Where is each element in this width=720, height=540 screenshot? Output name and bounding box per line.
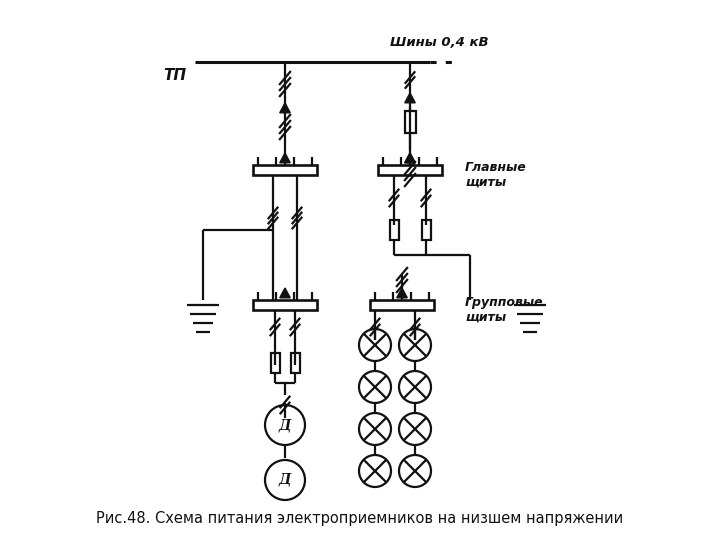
Circle shape (265, 460, 305, 500)
Circle shape (359, 455, 391, 487)
Text: Рис.48. Схема питания электроприемников на низшем напряжении: Рис.48. Схема питания электроприемников … (96, 510, 624, 525)
Circle shape (399, 455, 431, 487)
Circle shape (359, 413, 391, 445)
Polygon shape (280, 288, 290, 298)
Text: ТП: ТП (163, 68, 186, 83)
Bar (405, 111, 415, 133)
Circle shape (399, 371, 431, 403)
Polygon shape (405, 153, 415, 163)
Bar (271, 353, 279, 373)
Text: Главные
щиты: Главные щиты (465, 161, 527, 189)
Circle shape (399, 329, 431, 361)
Text: Д: Д (279, 418, 291, 432)
Text: Шины 0,4 кВ: Шины 0,4 кВ (390, 36, 489, 49)
Text: Групповые
щиты: Групповые щиты (465, 296, 544, 324)
Bar (290, 353, 300, 373)
Polygon shape (280, 103, 290, 113)
Bar (253, 165, 317, 175)
Circle shape (265, 405, 305, 445)
Circle shape (359, 371, 391, 403)
Bar (370, 300, 434, 310)
Polygon shape (405, 153, 415, 163)
Bar (253, 300, 317, 310)
Text: Д: Д (279, 473, 291, 487)
Bar (378, 165, 442, 175)
Polygon shape (405, 93, 415, 103)
Bar (421, 220, 431, 240)
Circle shape (359, 329, 391, 361)
Bar (390, 220, 398, 240)
Polygon shape (280, 153, 290, 163)
Polygon shape (397, 288, 408, 298)
Circle shape (399, 413, 431, 445)
